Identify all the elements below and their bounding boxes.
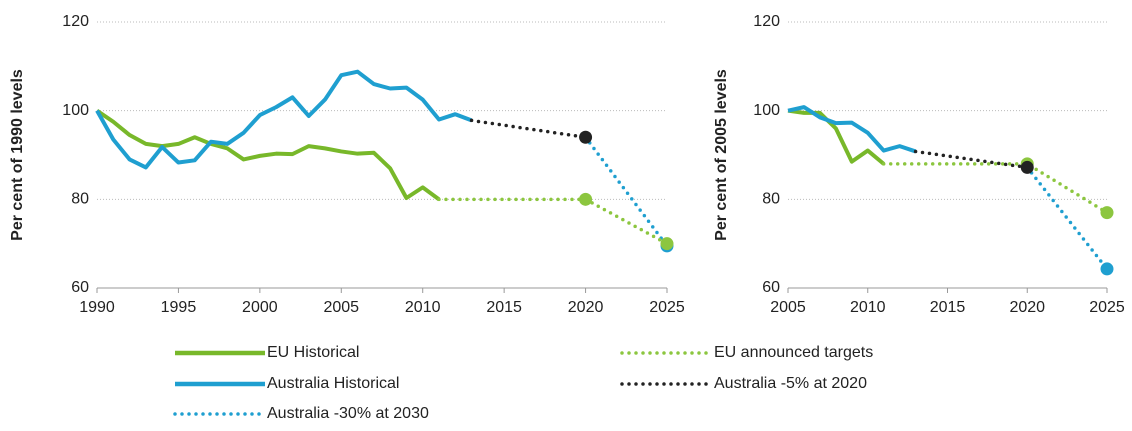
series-line [787,108,885,166]
series-marker [660,237,674,251]
y-tick-label: 80 [71,191,89,208]
y-tick-label: 120 [753,13,780,30]
x-tick-label: 2010 [405,299,441,316]
x-tick-label: 2015 [486,299,522,316]
series-line [1025,165,1109,271]
series-marker [1100,262,1114,276]
legend-label: EU announced targets [714,344,873,361]
x-tick-label: 2020 [568,299,604,316]
x-tick-label: 2025 [1089,299,1125,316]
series-marker [579,192,593,206]
series-line [787,105,917,154]
x-tick-label: 1990 [79,299,115,316]
x-tick-label: 2005 [323,299,359,316]
y-tick-label: 60 [762,279,780,296]
series-marker [1020,160,1034,174]
x-tick-label: 2000 [242,299,278,316]
x-tick-label: 1995 [161,299,197,316]
series-line [437,197,669,246]
y-axis-label: Per cent of 1990 levels [9,69,26,241]
x-tick-label: 2005 [770,299,806,316]
x-tick-label: 2020 [1009,299,1045,316]
series-line [95,69,473,170]
series-line [881,162,1109,215]
series-line [95,109,441,201]
series-marker [579,130,593,144]
legend-label: Australia -5% at 2020 [714,375,867,392]
legend-label: Australia Historical [267,375,399,392]
series-line [469,118,588,140]
y-tick-label: 120 [62,13,89,30]
x-tick-label: 2015 [930,299,966,316]
series-marker [1100,206,1114,220]
series-line [583,135,669,248]
y-tick-label: 80 [762,191,780,208]
y-axis-label: Per cent of 2005 levels [713,69,730,241]
series-line [913,149,1029,170]
x-tick-label: 2025 [649,299,685,316]
y-tick-label: 100 [62,102,89,119]
x-tick-label: 2010 [850,299,886,316]
legend-label: EU Historical [267,344,359,361]
y-tick-label: 60 [71,279,89,296]
y-tick-label: 100 [753,102,780,119]
legend-label: Australia -30% at 2030 [267,405,429,422]
